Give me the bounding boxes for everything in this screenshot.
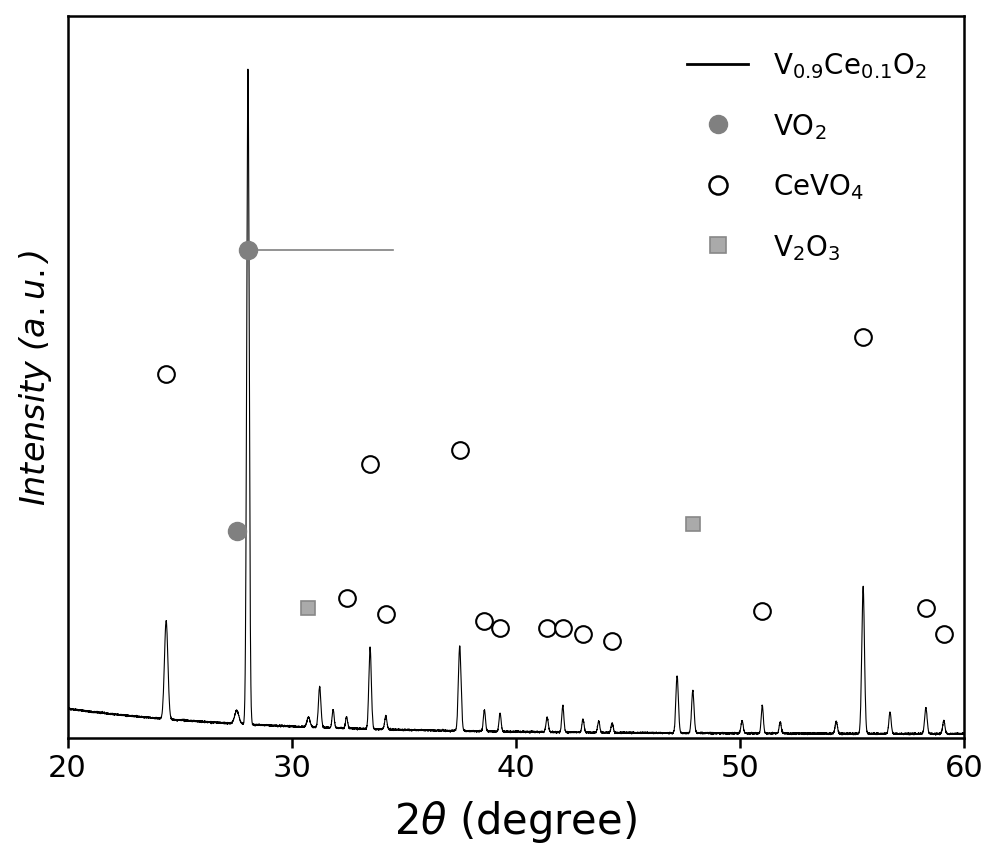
- X-axis label: $2\theta$ (degree): $2\theta$ (degree): [394, 798, 637, 845]
- Legend: V$_{0.9}$Ce$_{0.1}$O$_2$, VO$_2$, CeVO$_4$, V$_2$O$_3$: V$_{0.9}$Ce$_{0.1}$O$_2$, VO$_2$, CeVO$_…: [673, 38, 941, 276]
- Y-axis label: Intensity ($a.u.$): Intensity ($a.u.$): [17, 250, 54, 505]
